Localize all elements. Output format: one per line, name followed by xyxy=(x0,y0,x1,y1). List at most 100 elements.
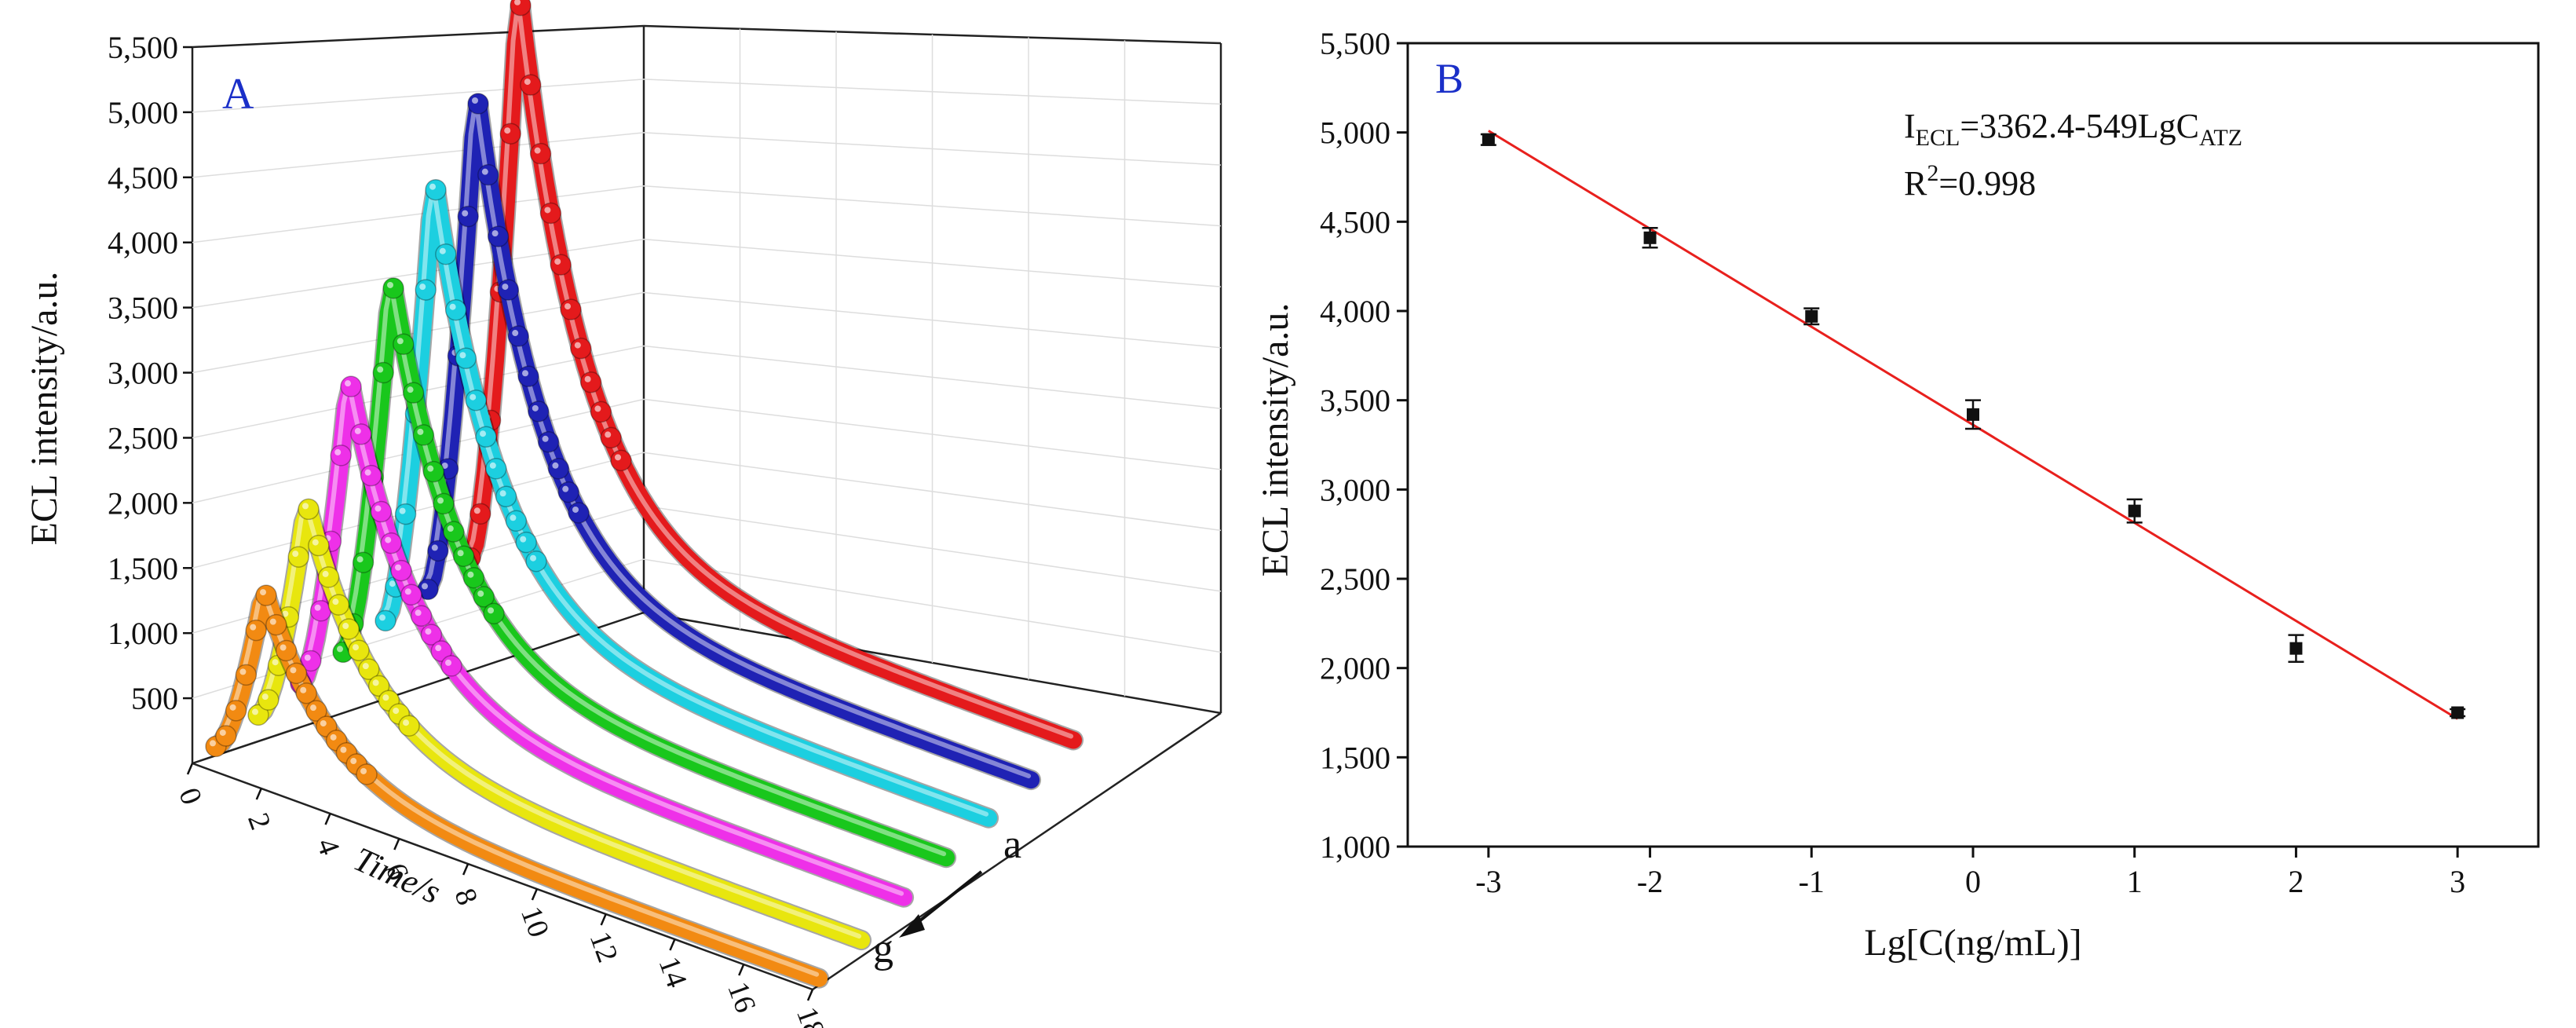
a-series-bead xyxy=(225,700,247,722)
a-wall-gridline xyxy=(192,79,1222,113)
a-series-bead-shine xyxy=(362,663,369,670)
b-x-tick-label: 1 xyxy=(2127,864,2143,899)
a-series-bead-shine xyxy=(514,0,521,5)
a-series-bead xyxy=(327,594,350,616)
a-wall-gridline xyxy=(192,185,1222,243)
a-x-tick-label: 18 xyxy=(790,1003,831,1028)
a-series-shadow xyxy=(460,0,1084,751)
b-point-marker xyxy=(1482,133,1495,146)
a-series-bead-shine xyxy=(510,514,517,521)
a-series-bead xyxy=(444,298,467,321)
panel-a-z-label-a: a xyxy=(1003,822,1021,867)
a-series-bead-shine xyxy=(387,281,394,288)
panel-b-y-ticks: 1,000 1,500 2,000 2,500 3,000 3,500 4,000 4,500… xyxy=(1320,26,1408,865)
b-point-marker xyxy=(1967,408,1979,421)
a-series-bead-shine xyxy=(304,654,311,661)
a-series-e xyxy=(290,375,915,908)
a-series-bead-shine xyxy=(354,427,361,434)
a-series-bead-shine xyxy=(379,614,385,621)
a-series-bead-shine xyxy=(472,97,479,104)
b-data-point xyxy=(2450,706,2466,719)
a-series-bead xyxy=(330,444,352,466)
a-series-bead xyxy=(485,458,507,480)
panel-b-r-squared: R2=0.998 xyxy=(1904,160,2036,203)
a-series-bead xyxy=(590,401,612,423)
b-point-marker xyxy=(2289,642,2303,655)
a-y-tick-label: 2,500 xyxy=(108,420,178,455)
b-x-tick-label: -2 xyxy=(1637,864,1663,899)
a-series-bead xyxy=(255,584,277,606)
a-series-bead-shine xyxy=(473,507,480,514)
a-x-tick-mark xyxy=(393,838,400,851)
a-series-bead-shine xyxy=(229,704,236,711)
a-series-bead xyxy=(287,546,309,568)
a-series-bead-shine xyxy=(356,556,364,563)
a-x-tick-label: 12 xyxy=(583,927,624,967)
a-series-bead-shine xyxy=(524,79,531,86)
a-series-bead xyxy=(350,423,372,445)
panel-a-box-frame xyxy=(191,24,1222,991)
a-series-bead-shine xyxy=(312,539,319,546)
a-series-bead-shine xyxy=(334,448,342,455)
b-y-tick-label: 4,500 xyxy=(1320,204,1390,240)
a-x-tick-mark xyxy=(255,788,262,800)
a-series-bead-shine xyxy=(459,352,466,359)
a-series-bead xyxy=(462,566,485,589)
a-series-bead-shine xyxy=(282,610,289,617)
a-series-bead xyxy=(215,725,237,747)
a-series-bead-shine xyxy=(530,554,537,562)
a-series-bead xyxy=(370,500,393,523)
a-series-bead xyxy=(317,566,340,588)
a-series-bead xyxy=(457,205,479,228)
a-series-bead-shine xyxy=(314,604,321,611)
a-series-bead-shine xyxy=(372,679,379,686)
panel-b-x-axis-label: Lg[C(ng/mL)] xyxy=(1864,922,2081,964)
a-series-bead-shine xyxy=(425,628,432,635)
a-y-tick-label: 4,500 xyxy=(108,160,178,196)
a-series-bead-shine xyxy=(310,704,317,712)
a-series-bead-shine xyxy=(417,428,424,435)
a-series-f xyxy=(247,498,872,951)
a-series-bead-shine xyxy=(300,686,307,693)
a-y-tick-label: 5,500 xyxy=(108,30,178,65)
a-series-bead xyxy=(412,424,435,446)
a-y-tick-label: 1,500 xyxy=(108,551,178,586)
panel-a-label: A xyxy=(222,70,254,119)
a-series-bead-shine xyxy=(239,668,247,675)
a-series-bead-shine xyxy=(462,210,469,217)
panel-b-y-axis-label: ECL intensity/a.u. xyxy=(1255,303,1296,577)
panel-a-z-label-g: g xyxy=(873,927,893,971)
a-series-bead xyxy=(600,426,622,449)
a-series-bead xyxy=(557,481,579,503)
a-y-tick-label: 5,000 xyxy=(108,95,178,130)
a-y-tick-label: 1,000 xyxy=(108,616,178,651)
a-series-bead-shine xyxy=(330,734,337,741)
a-series-bead-shine xyxy=(488,607,495,614)
b-data-point xyxy=(1965,399,1981,430)
b-data-point xyxy=(1803,307,1820,326)
a-series-bead xyxy=(505,510,528,532)
a-top-back-edge-left xyxy=(192,24,645,49)
a-series-bead-shine xyxy=(385,536,392,543)
a-series-bead-shine xyxy=(260,589,267,596)
a-x-tick-mark xyxy=(324,813,331,825)
b-x-tick-label: 3 xyxy=(2450,864,2465,899)
a-series-bead-shine xyxy=(415,609,422,616)
b-data-point xyxy=(1480,133,1496,146)
b-y-tick-label: 3,000 xyxy=(1320,472,1390,507)
a-series-bead xyxy=(425,178,447,201)
a-series-bead xyxy=(483,602,505,625)
a-series-bead-shine xyxy=(210,740,216,747)
a-y-tick-label: 4,000 xyxy=(108,225,178,261)
a-series-bead xyxy=(579,371,602,393)
a-series-bead xyxy=(382,277,404,299)
a-series-bead xyxy=(507,325,529,347)
panel-b-equation: IECL=3362.4-549LgCATZ xyxy=(1904,107,2242,151)
a-y-tick-label: 3,500 xyxy=(108,291,178,326)
panel-a-3d-chart: 500 1,000 1,500 2,000 2,500 3,000 3,500 4,000 4,… xyxy=(24,0,1222,1028)
a-x-tick-label: 0 xyxy=(172,784,208,809)
a-series-bead-shine xyxy=(292,551,299,558)
a-series-bead-shine xyxy=(375,505,382,512)
a-series-bead xyxy=(560,298,582,320)
